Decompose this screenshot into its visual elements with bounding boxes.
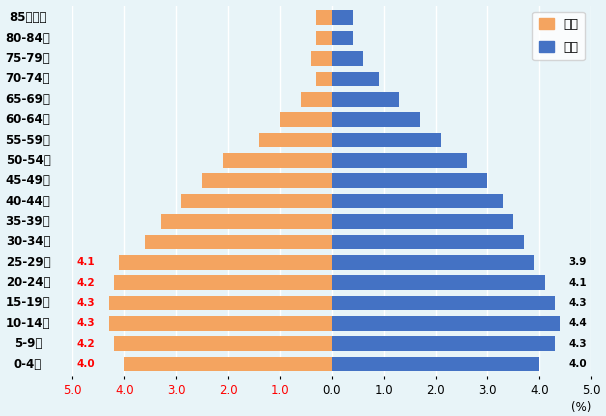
Text: 4.3: 4.3 <box>568 339 587 349</box>
Bar <box>332 255 534 270</box>
Bar <box>332 72 379 86</box>
Bar <box>316 10 332 25</box>
Bar <box>332 214 513 229</box>
Bar <box>332 235 524 249</box>
Bar <box>332 194 503 208</box>
Text: 4.3: 4.3 <box>76 318 95 328</box>
Text: 4.4: 4.4 <box>568 318 587 328</box>
Text: 4.3: 4.3 <box>76 298 95 308</box>
Text: 4.2: 4.2 <box>76 339 95 349</box>
Bar <box>332 153 467 168</box>
Bar <box>332 275 545 290</box>
Legend: 女性, 男性: 女性, 男性 <box>533 12 585 60</box>
Bar <box>332 357 539 371</box>
Bar <box>332 296 555 310</box>
Bar <box>332 337 555 351</box>
Bar <box>332 112 420 127</box>
Text: 4.1: 4.1 <box>76 257 95 267</box>
Bar <box>119 255 332 270</box>
Bar <box>301 92 332 106</box>
Bar <box>145 235 332 249</box>
Bar <box>332 92 399 106</box>
Bar <box>114 275 332 290</box>
Bar <box>161 214 332 229</box>
Text: 4.2: 4.2 <box>76 277 95 287</box>
Bar <box>332 31 353 45</box>
Text: (%): (%) <box>571 401 591 414</box>
Bar <box>280 112 332 127</box>
Bar <box>124 357 332 371</box>
Bar <box>259 133 332 147</box>
Bar <box>316 72 332 86</box>
Bar <box>332 10 353 25</box>
Bar <box>108 316 332 331</box>
Bar <box>332 316 560 331</box>
Text: 4.0: 4.0 <box>76 359 95 369</box>
Text: 4.0: 4.0 <box>568 359 587 369</box>
Bar <box>114 337 332 351</box>
Bar <box>332 51 363 66</box>
Bar <box>223 153 332 168</box>
Bar <box>181 194 332 208</box>
Text: 3.9: 3.9 <box>568 257 587 267</box>
Text: 4.1: 4.1 <box>568 277 587 287</box>
Bar <box>316 31 332 45</box>
Bar <box>202 173 332 188</box>
Bar <box>108 296 332 310</box>
Bar <box>332 133 441 147</box>
Text: 4.3: 4.3 <box>568 298 587 308</box>
Bar <box>332 173 487 188</box>
Bar <box>311 51 332 66</box>
